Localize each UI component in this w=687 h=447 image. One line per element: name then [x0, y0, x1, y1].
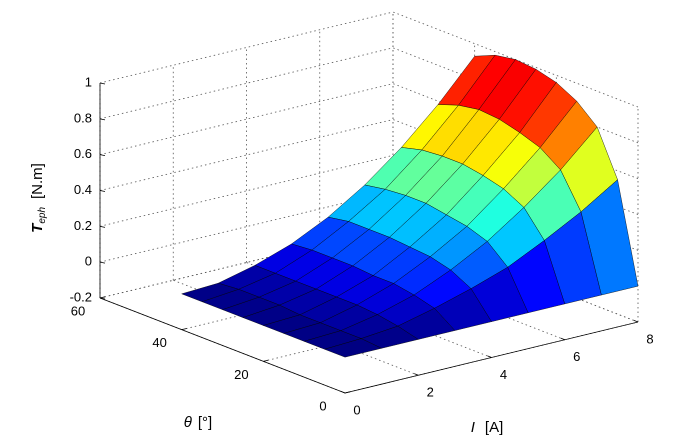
grid-line [181, 258, 475, 331]
tick-mark [99, 82, 106, 85]
tick-mark [487, 355, 492, 358]
x-tick-label: 4 [500, 367, 507, 382]
z-axis-label: Teph[N.m] [29, 163, 48, 233]
tick-mark [344, 391, 351, 394]
tick-mark [99, 154, 106, 157]
z-tick-label: 0.6 [74, 146, 92, 161]
tick-mark [263, 359, 269, 362]
tick-mark [560, 337, 565, 341]
z-tick-label: 0.2 [74, 218, 92, 233]
tick-mark [99, 297, 106, 300]
tick-mark [414, 373, 419, 376]
z-tick-label: 1 [85, 74, 92, 89]
grid-line [99, 119, 394, 191]
x-tick-label: 8 [646, 331, 653, 346]
z-tick-label: 0.8 [74, 110, 92, 125]
z-tick-label: 0.4 [74, 182, 92, 197]
grid-line [99, 47, 394, 120]
z-tick-label: 0 [85, 254, 92, 269]
grid-line [99, 190, 394, 263]
grid-line [99, 154, 394, 227]
surface-patch [323, 338, 383, 358]
tick-mark [99, 118, 106, 121]
tick-mark [99, 225, 106, 228]
x-tick-label: 0 [353, 402, 360, 417]
y-tick-label: 20 [234, 367, 248, 382]
x-tick-label: 6 [573, 349, 580, 364]
tick-mark [99, 190, 106, 192]
tick-mark [181, 328, 187, 331]
tick-mark [340, 391, 346, 394]
z-tick-label: -0.2 [70, 289, 92, 304]
grid-line [99, 83, 394, 156]
y-tick-label: 40 [152, 335, 166, 350]
tick-mark [99, 261, 106, 264]
y-tick-label: 0 [319, 398, 326, 413]
x-axis-label: I [A] [471, 419, 504, 436]
x-tick-label: 2 [427, 385, 434, 400]
y-tick-label: 60 [71, 303, 85, 318]
grid-line [99, 226, 394, 299]
tick-mark [633, 320, 639, 323]
y-axis-label: θ [°] [184, 414, 212, 431]
grid-line [99, 11, 394, 84]
grid-line [263, 289, 557, 362]
